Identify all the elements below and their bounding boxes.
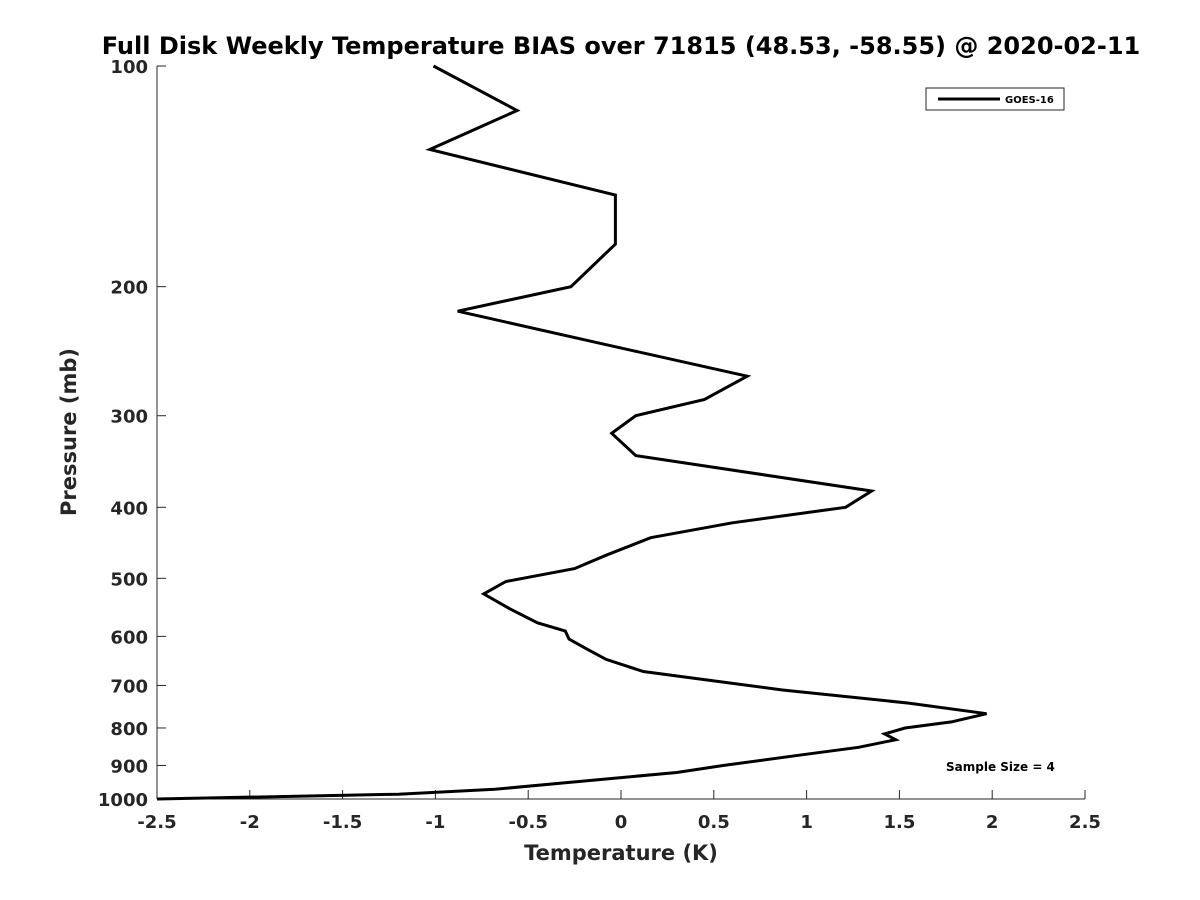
x-tick-label: -2 [240,812,260,833]
x-tick-label: -1.5 [323,812,362,833]
y-tick-label: 100 [110,57,148,78]
y-tick-label: 300 [110,407,148,428]
x-ticks: -2.5 -2 -1.5 -1 -0.5 0 0.5 1 1.5 2 2.5 [137,790,1101,833]
x-axis-label: Temperature (K) [524,841,718,865]
y-tick-label: 200 [110,278,148,299]
x-tick-label: -2.5 [137,812,176,833]
y-tick-label: 600 [110,627,148,648]
x-tick-label: 1 [800,812,813,833]
x-tick-label: 0.5 [698,812,730,833]
x-tick-label: 2.5 [1069,812,1101,833]
chart-title: Full Disk Weekly Temperature BIAS over 7… [102,32,1141,60]
y-ticks: 100 200 300 400 500 600 700 800 900 1000 [98,57,166,811]
y-tick-label: 400 [110,498,148,519]
y-tick-label: 800 [110,719,148,740]
series-line-goes-16 [156,64,987,801]
y-tick-label: 900 [110,756,148,777]
x-tick-label: -0.5 [509,812,548,833]
y-axis-label: Pressure (mb) [57,348,81,516]
x-tick-label: 2 [986,812,999,833]
x-tick-label: 0 [615,812,628,833]
x-tick-label: -1 [425,812,445,833]
legend-label: GOES-16 [1005,95,1054,106]
legend: GOES-16 [925,87,1065,111]
sample-size-annotation: Sample Size = 4 [946,760,1055,774]
y-tick-label: 1000 [98,790,148,811]
x-tick-label: 1.5 [883,812,915,833]
y-tick-label: 700 [110,676,148,697]
y-tick-label: 500 [110,569,148,590]
